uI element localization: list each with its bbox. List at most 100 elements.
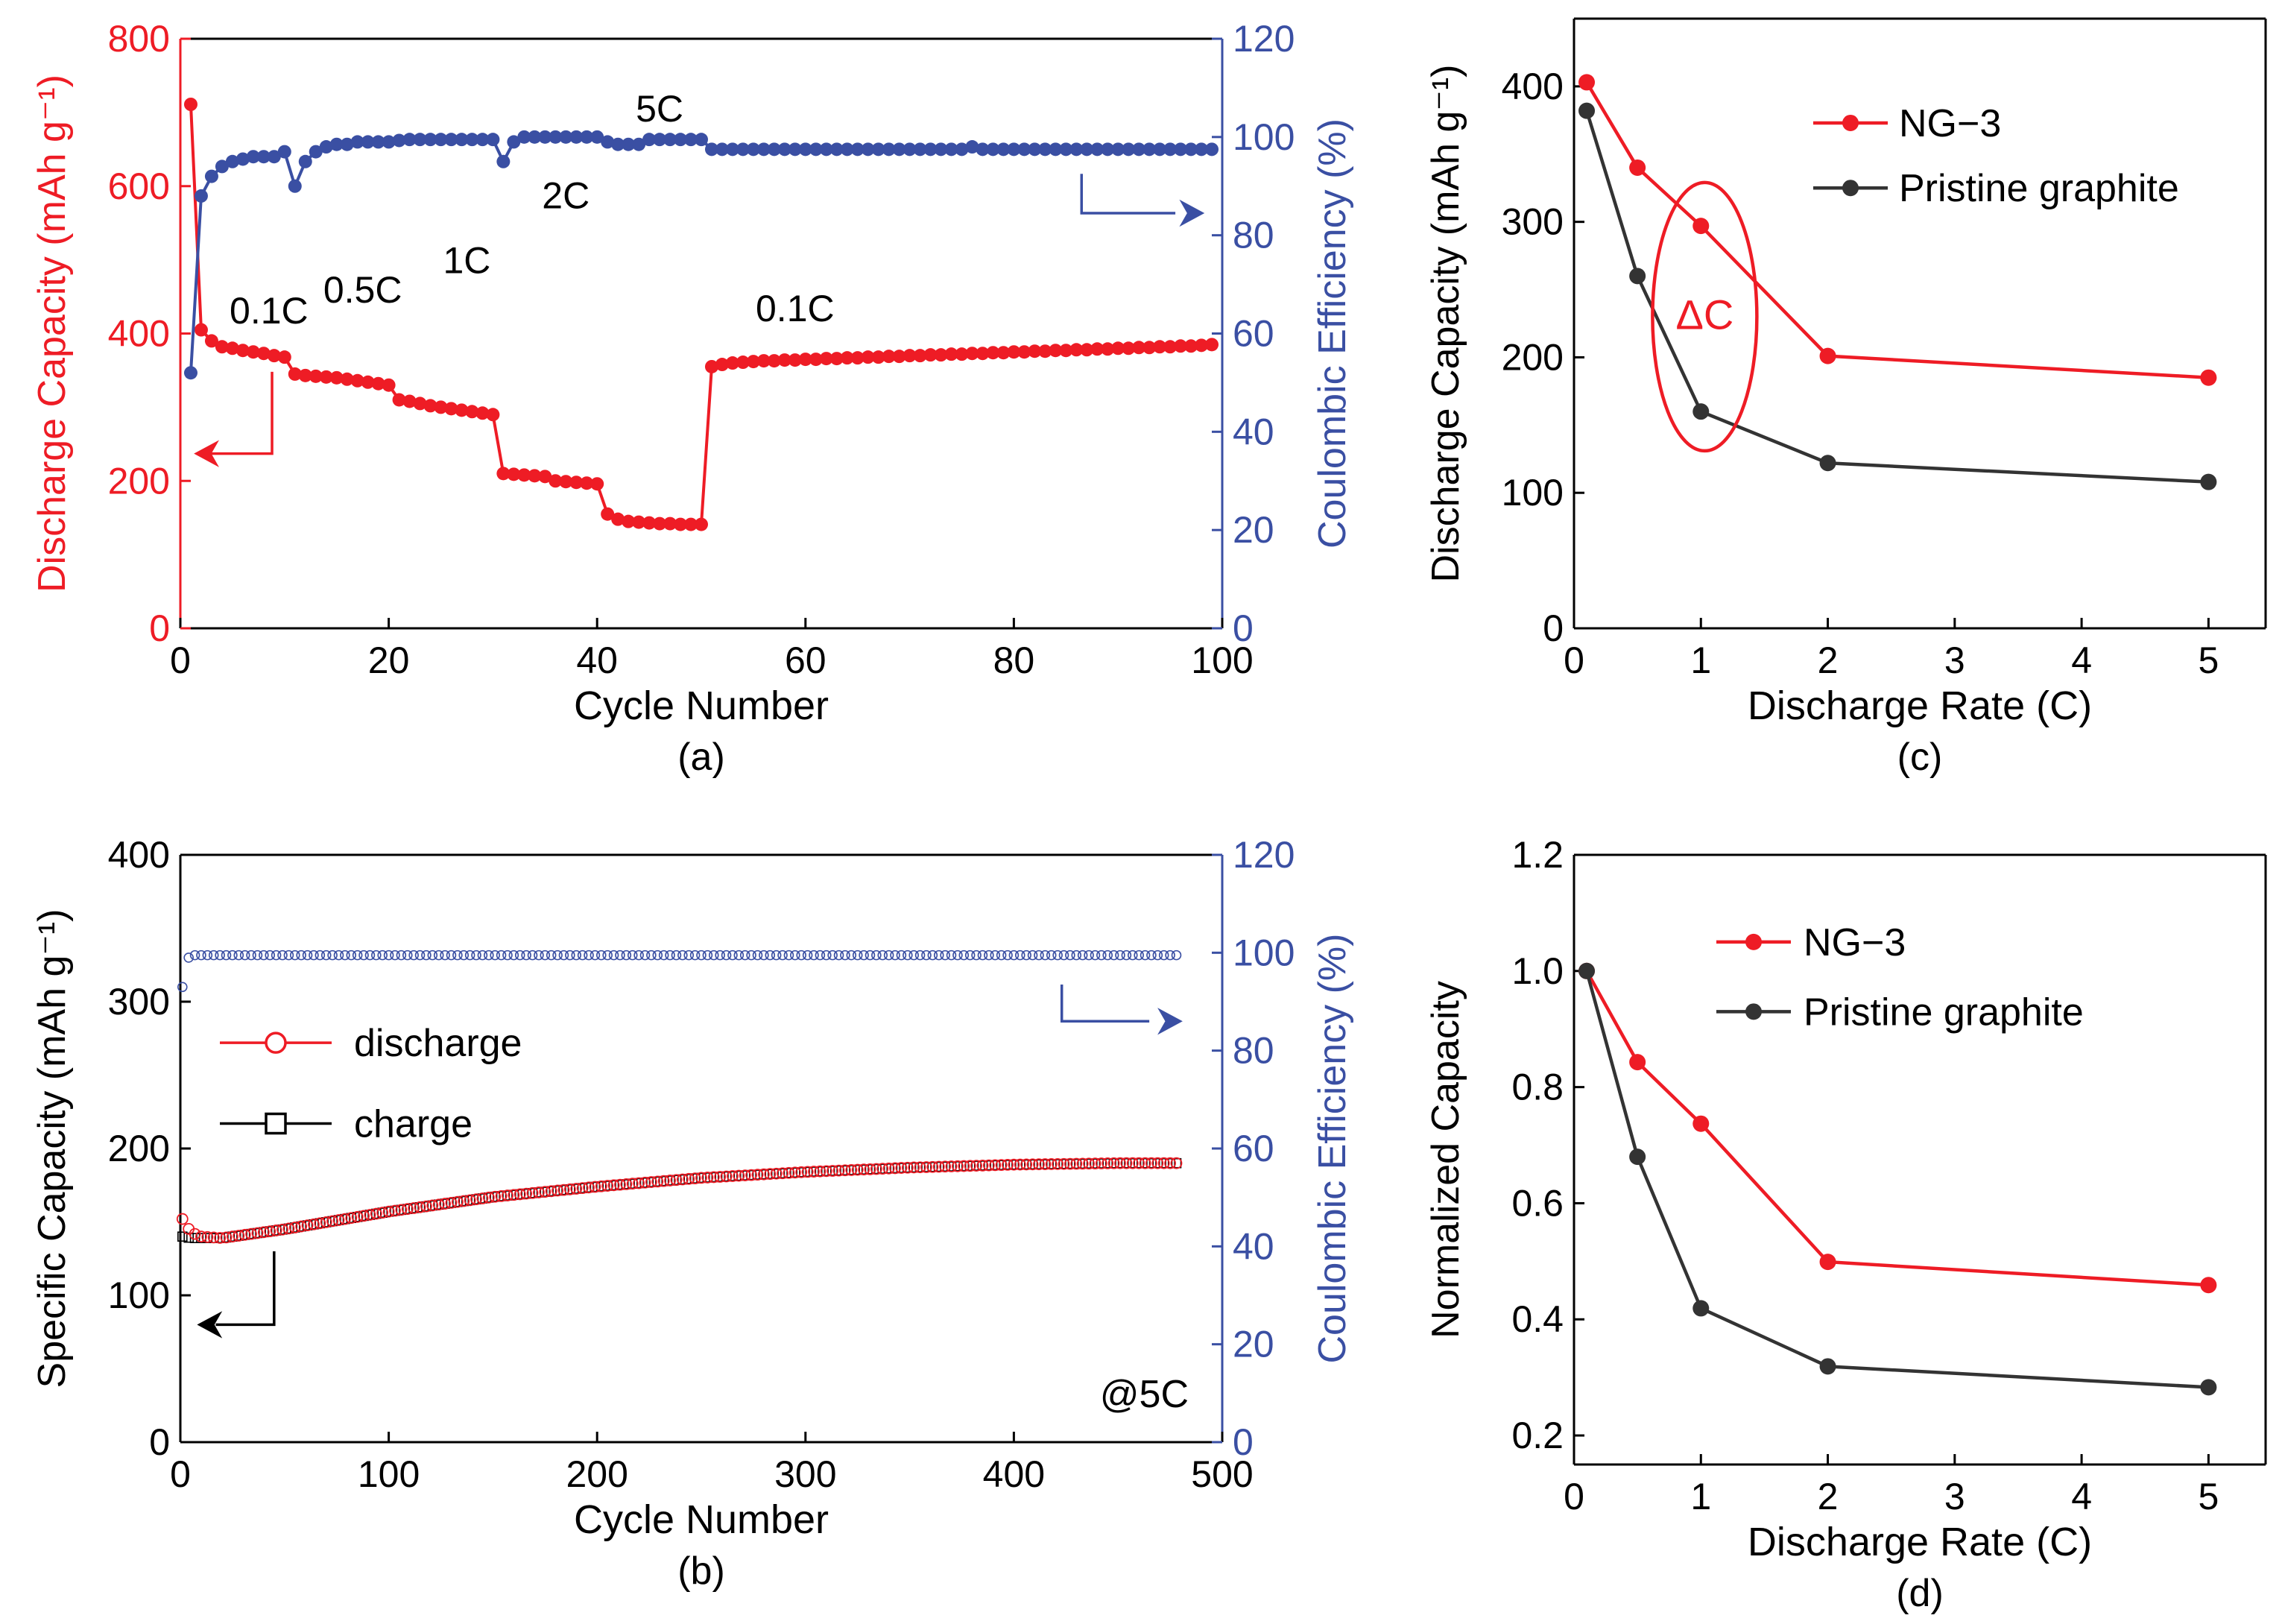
capacity-point	[1153, 340, 1167, 354]
discharge-marker	[607, 1179, 620, 1192]
legend-label: Pristine graphite	[1899, 167, 2179, 210]
charge-marker	[396, 1204, 407, 1216]
discharge-marker	[1157, 1157, 1170, 1169]
charge-marker	[540, 1187, 551, 1197]
charge-marker	[752, 1169, 763, 1180]
discharge-marker	[958, 1160, 970, 1172]
graphite-point	[1692, 1300, 1710, 1317]
efficiency-marker	[484, 950, 494, 961]
capacity-point	[704, 359, 718, 373]
efficiency-marker	[933, 950, 944, 961]
efficiency-marker	[590, 950, 601, 961]
capacity-point	[1195, 338, 1209, 353]
discharge-marker	[382, 1205, 395, 1218]
charge-marker	[239, 1230, 250, 1240]
efficiency-point	[695, 133, 708, 147]
charge-marker	[534, 1187, 544, 1198]
graphite-point	[1692, 403, 1710, 420]
discharge-marker	[801, 1166, 814, 1178]
charge-marker	[452, 1196, 463, 1207]
efficiency-marker	[1065, 950, 1075, 961]
efficiency-marker	[1171, 950, 1182, 961]
y2-tick-label: 100	[1233, 116, 1295, 158]
efficiency-marker	[1002, 950, 1013, 961]
graphite-point	[1819, 1358, 1836, 1375]
x-tick-label: 500	[1191, 1453, 1253, 1495]
efficiency-marker	[371, 950, 382, 961]
capacity-point	[840, 351, 854, 365]
efficiency-marker	[227, 950, 238, 961]
efficiency-point	[1195, 142, 1209, 157]
legend-discharge-label: discharge	[354, 1022, 522, 1065]
efficiency-marker	[1115, 950, 1125, 961]
graphite-point	[1629, 268, 1646, 285]
efficiency-marker	[289, 950, 300, 961]
capacity-point	[225, 341, 239, 356]
efficiency-marker	[646, 950, 657, 961]
discharge-marker	[458, 1195, 470, 1207]
efficiency-point	[340, 137, 354, 151]
charge-marker	[1090, 1158, 1101, 1169]
capacity-point	[309, 369, 323, 383]
discharge-marker	[295, 1220, 308, 1233]
charge-marker	[1096, 1158, 1107, 1169]
charge-marker	[903, 1162, 913, 1173]
efficiency-marker	[715, 950, 725, 961]
efficiency-point	[809, 142, 823, 157]
charge-marker	[658, 1175, 669, 1187]
capacity-point	[1132, 341, 1146, 355]
discharge-marker	[964, 1160, 976, 1172]
charge-marker	[958, 1160, 970, 1172]
x-tick-label: 4	[2071, 639, 2092, 681]
x-axis-title: Cycle Number	[574, 1497, 829, 1542]
y-axis-title: Discharge Capacity (mAh g⁻¹)	[1424, 65, 1467, 583]
capacity-point	[923, 348, 938, 362]
efficiency-marker	[189, 950, 200, 961]
ng3-point	[1819, 347, 1836, 364]
efficiency-point	[923, 142, 938, 157]
arrow-head	[197, 1311, 223, 1339]
efficiency-point	[350, 135, 364, 149]
charge-marker	[708, 1172, 719, 1183]
efficiency-marker	[940, 950, 950, 961]
discharge-marker	[995, 1159, 1008, 1172]
efficiency-marker	[840, 950, 850, 961]
charge-marker	[677, 1174, 688, 1185]
capacity-point	[1142, 341, 1157, 355]
arrow-right-efficiency	[1060, 985, 1150, 1023]
y-tick-label: 600	[108, 165, 170, 207]
charge-marker	[1146, 1157, 1157, 1169]
charge-marker	[371, 1208, 382, 1219]
charge-marker	[1071, 1158, 1082, 1169]
discharge-marker	[1139, 1157, 1151, 1169]
efficiency-point	[486, 133, 500, 147]
capacity-point	[382, 378, 396, 392]
charge-marker	[1134, 1157, 1144, 1169]
efficiency-point	[684, 133, 698, 147]
discharge-marker	[563, 1183, 576, 1195]
capacity-point	[819, 352, 833, 366]
capacity-point	[455, 403, 469, 417]
charge-marker	[246, 1228, 256, 1239]
efficiency-marker	[883, 950, 894, 961]
x-tick-label: 0	[1564, 1476, 1584, 1517]
charge-marker	[364, 1210, 376, 1220]
charge-marker	[1127, 1157, 1138, 1169]
efficiency-point	[382, 135, 396, 149]
efficiency-marker	[558, 950, 569, 961]
charge-marker	[665, 1175, 675, 1186]
ng3-point	[2200, 369, 2217, 386]
charge-marker	[859, 1164, 869, 1175]
discharge-marker	[795, 1166, 808, 1178]
efficiency-marker	[746, 950, 756, 961]
discharge-marker	[338, 1213, 351, 1225]
efficiency-point	[455, 133, 469, 147]
efficiency-marker	[239, 950, 250, 961]
efficiency-marker	[196, 950, 206, 961]
y-tick-label: 400	[1502, 66, 1564, 107]
charge-marker	[702, 1172, 713, 1183]
charge-marker	[502, 1190, 513, 1201]
efficiency-point	[850, 142, 865, 157]
charge-marker	[227, 1231, 238, 1242]
capacity-point	[298, 368, 312, 382]
